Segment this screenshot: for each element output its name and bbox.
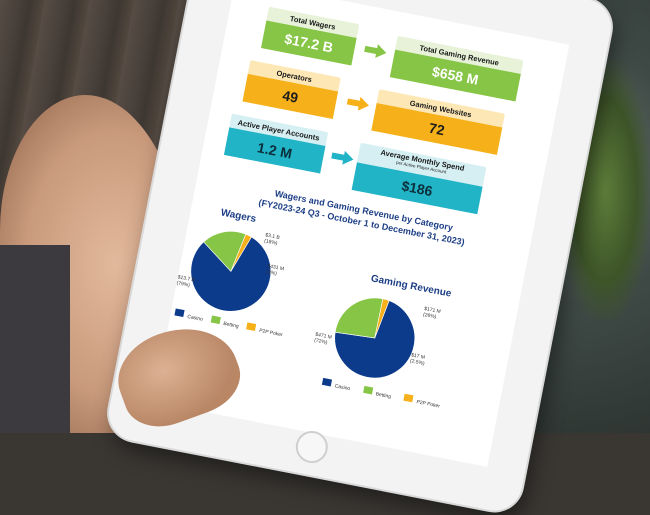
card-average-monthly-spend: Average Monthly Spend per Active Player …: [351, 142, 487, 215]
wagers-pie-title: Wagers: [219, 207, 257, 226]
wagers-casino-label: $13.7 B (79%): [176, 274, 196, 289]
pie-slice-p2p-poker: [230, 233, 252, 272]
card-gaming-websites: Gaming Websites 72: [371, 89, 505, 155]
card-total-gaming-revenue: Total Gaming Revenue $658 M: [389, 35, 524, 102]
legend-item-p2p-poker: P2P Poker: [403, 393, 441, 410]
pie-slice-casino: [190, 236, 272, 312]
tablet-screen: Total Wagers $17.2 B Total Gaming Revenu…: [153, 0, 570, 467]
pie-slice-betting: [203, 230, 247, 272]
legend-item-p2p-poker: P2P Poker: [246, 322, 284, 338]
card-total-wagers: Total Wagers $17.2 B: [261, 6, 360, 66]
revenue-betting-label: $171 M (26%): [422, 305, 442, 321]
card-active-player-accounts: Active Player Accounts 1.2 M: [223, 113, 329, 174]
revenue-casino-label: $471 M (72%): [313, 331, 333, 346]
legend-item-casino: Casino: [321, 377, 351, 392]
wagers-betting-label: $3.1 B (18%): [263, 232, 281, 247]
revenue-p2p-label: $17 M (2.5%): [409, 352, 426, 367]
pie-slice-p2p-poker: [374, 298, 390, 339]
card-operators: Operators 49: [242, 60, 341, 119]
wagers-pie-chart: [190, 230, 272, 312]
sleeve: [0, 245, 70, 433]
pie-slice-betting: [334, 297, 384, 339]
pie-slice-casino: [334, 300, 416, 379]
tablet: Total Wagers $17.2 B Total Gaming Revenu…: [104, 0, 616, 515]
revenue-pie-chart: [334, 297, 416, 379]
legend-item-betting: Betting: [362, 385, 392, 400]
